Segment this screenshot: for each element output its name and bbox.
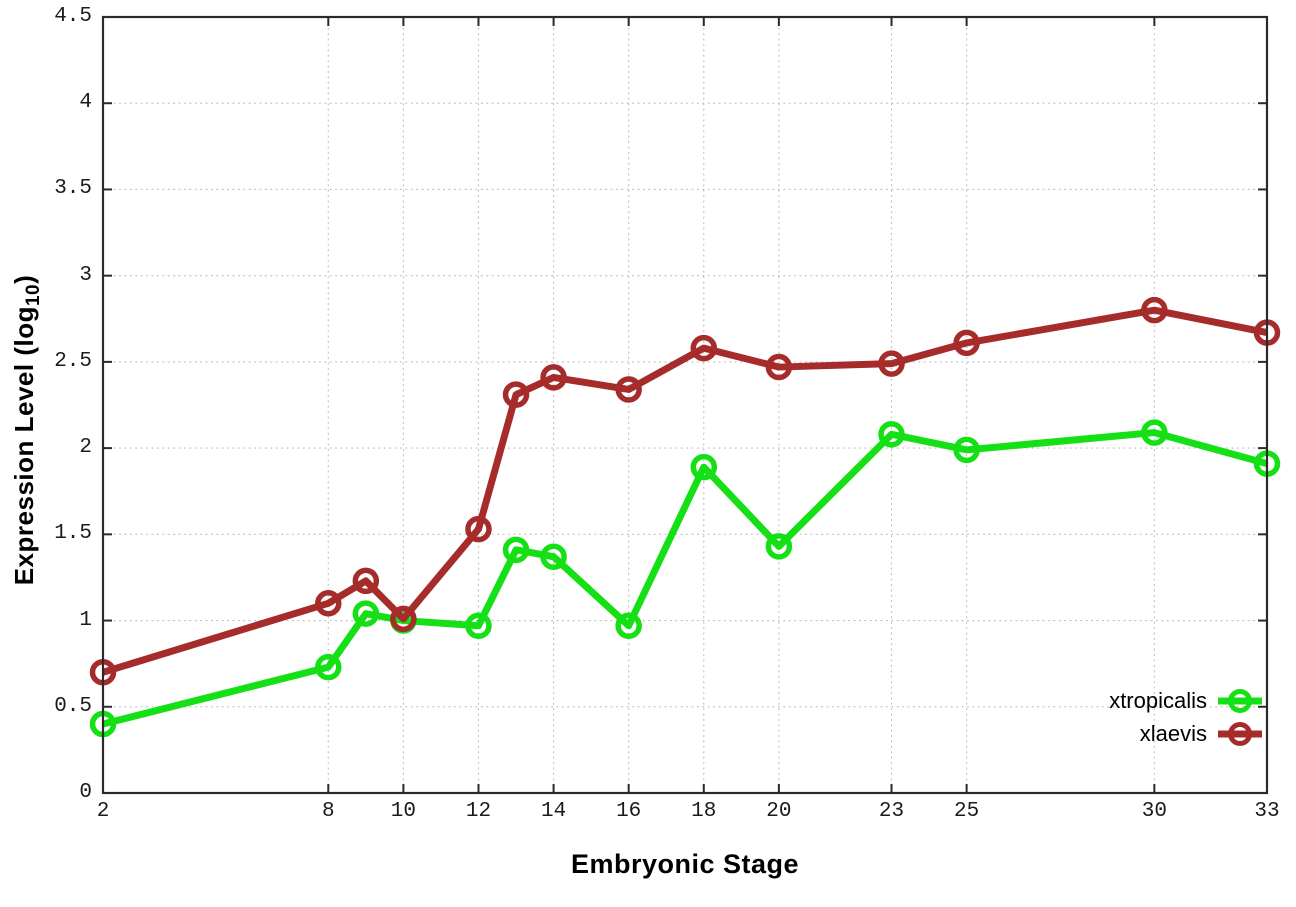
data-point-xtropicalis bbox=[765, 533, 793, 560]
y-tick-label: 0 bbox=[79, 781, 92, 804]
y-axis-label-subscript: 10 bbox=[23, 283, 45, 307]
data-point-xlaevis bbox=[615, 376, 642, 403]
legend-sample-line-icon bbox=[1218, 688, 1262, 713]
x-tick-label: 8 bbox=[321, 800, 335, 823]
legend-label-xtropicalis: xtropicalis bbox=[1109, 688, 1207, 713]
x-tick-label: 2 bbox=[96, 800, 110, 823]
data-point-xtropicalis bbox=[502, 536, 530, 564]
data-point-xtropicalis bbox=[615, 612, 642, 639]
data-point-xtropicalis bbox=[1141, 419, 1168, 446]
data-point-xlaevis bbox=[765, 353, 793, 381]
data-point-xlaevis bbox=[953, 329, 980, 357]
y-tick-label: 3.5 bbox=[54, 177, 92, 201]
data-point-xtropicalis bbox=[878, 421, 905, 448]
x-tick-label: 23 bbox=[878, 800, 905, 823]
x-tick-label: 30 bbox=[1141, 800, 1167, 823]
series-line-xlaevis bbox=[101, 306, 1268, 676]
x-tick-label: 33 bbox=[1254, 800, 1280, 823]
y-tick-label: 4 bbox=[79, 91, 92, 115]
data-point-xtropicalis bbox=[690, 453, 718, 481]
y-tick-label: 2.5 bbox=[54, 349, 92, 373]
legend-row-xtropicalis: xtropicalis bbox=[1109, 684, 1263, 717]
data-point-xlaevis bbox=[540, 364, 567, 391]
data-point-xlaevis bbox=[465, 515, 492, 543]
data-point-xlaevis bbox=[390, 605, 417, 633]
y-axis-label-close: ) bbox=[8, 274, 39, 284]
x-tick-label: 12 bbox=[465, 800, 492, 823]
x-tick-label: 25 bbox=[954, 800, 980, 823]
y-axis-label: Expression Level (log10) bbox=[9, 275, 45, 586]
x-axis-label: Embryonic Stage bbox=[570, 849, 800, 879]
data-point-xlaevis bbox=[502, 381, 530, 408]
data-point-xlaevis bbox=[1141, 296, 1168, 324]
data-point-xtropicalis bbox=[352, 600, 380, 627]
y-tick-label: 1.5 bbox=[54, 522, 92, 546]
data-point-xlaevis bbox=[878, 350, 905, 377]
data-point-xlaevis bbox=[352, 567, 380, 595]
y-tick-label: 3 bbox=[79, 263, 92, 287]
y-tick-label: 0.5 bbox=[54, 694, 92, 718]
series-line-xtropicalis bbox=[102, 429, 1268, 728]
y-axis-label-text: Expression Level (log bbox=[8, 306, 39, 586]
x-tick-label: 10 bbox=[390, 800, 416, 823]
plot-border bbox=[101, 15, 1269, 795]
legend-row-xlaevis: xlaevis bbox=[1109, 717, 1263, 750]
data-point-xtropicalis bbox=[953, 436, 980, 464]
legend-sample-line-icon bbox=[1218, 721, 1262, 746]
data-point-xlaevis bbox=[315, 590, 342, 617]
data-point-xlaevis bbox=[690, 334, 718, 362]
data-point-xtropicalis bbox=[465, 612, 492, 639]
x-tick-label: 16 bbox=[616, 800, 642, 823]
x-tick-label: 20 bbox=[766, 800, 792, 823]
x-tick-label: 14 bbox=[540, 800, 567, 823]
data-point-xtropicalis bbox=[540, 543, 567, 571]
data-point-xtropicalis bbox=[315, 653, 342, 681]
x-tick-label: 18 bbox=[691, 800, 717, 823]
legend-label-xlaevis: xlaevis bbox=[1139, 721, 1207, 746]
y-tick-label: 4.5 bbox=[54, 5, 92, 28]
y-tick-label: 1 bbox=[79, 608, 92, 632]
legend: xtropicalis xlaevis bbox=[1109, 684, 1263, 750]
y-tick-label: 2 bbox=[79, 436, 92, 460]
